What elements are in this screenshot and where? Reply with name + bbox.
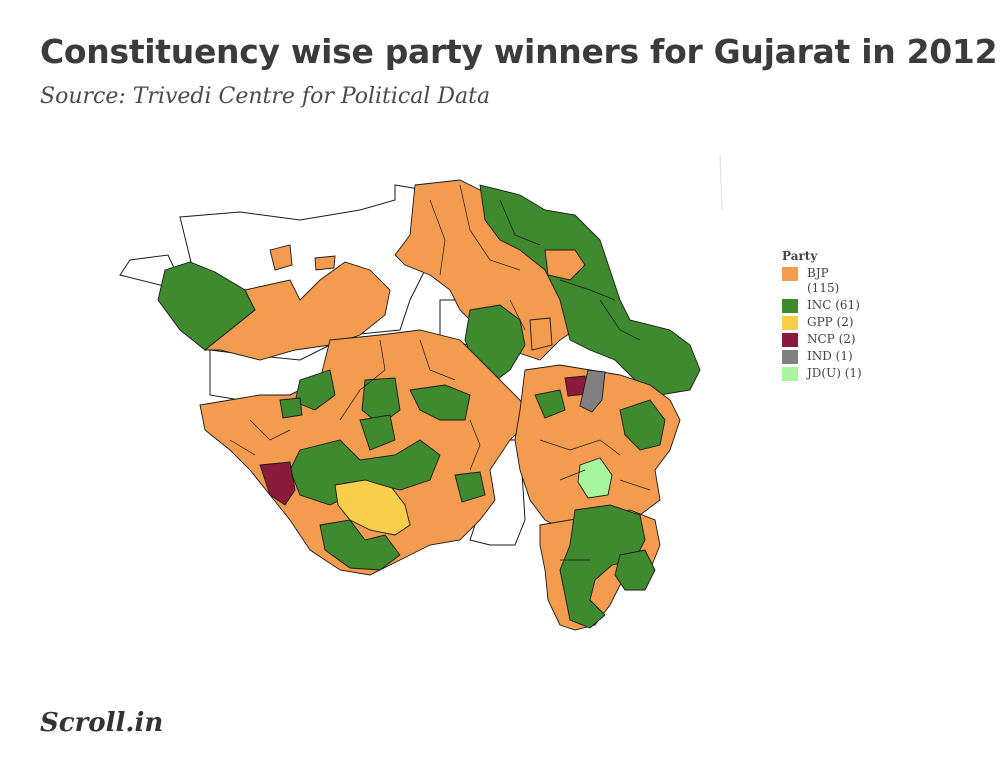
legend-label: BJP (115) bbox=[807, 266, 840, 295]
legend-item[interactable]: INC (61) bbox=[782, 298, 863, 313]
legend-title: Party bbox=[782, 249, 818, 263]
legend-swatch bbox=[782, 299, 798, 313]
map-legend: Party BJP (115) INC (61) GPP (2) NCP (2) IND… bbox=[782, 249, 863, 383]
region-inc-saurashtra-5 bbox=[359, 414, 396, 451]
legend-item[interactable]: IND (1) bbox=[782, 349, 863, 364]
region-ncp-porbandar bbox=[259, 461, 296, 506]
region-bjp-north-pocket bbox=[544, 249, 586, 281]
region-inc-jamnagar bbox=[279, 397, 303, 419]
legend-swatch bbox=[782, 333, 798, 347]
region-gpp bbox=[334, 479, 411, 536]
chart-subtitle: Source: Trivedi Centre for Political Dat… bbox=[40, 84, 491, 109]
legend-label: GPP (2) bbox=[807, 315, 854, 329]
legend-item[interactable]: NCP (2) bbox=[782, 332, 863, 347]
region-bjp-kutch bbox=[203, 261, 391, 361]
legend-label: JD(U) (1) bbox=[807, 366, 862, 380]
legend-item[interactable]: JD(U) (1) bbox=[782, 366, 863, 381]
region-inc-central-1 bbox=[534, 389, 566, 419]
region-jdu bbox=[577, 457, 613, 499]
legend-label: IND (1) bbox=[807, 349, 853, 363]
legend-item[interactable]: BJP (115) bbox=[782, 266, 863, 296]
region-inc-dang bbox=[614, 549, 656, 591]
legend-swatch bbox=[782, 316, 798, 330]
legend-item[interactable]: GPP (2) bbox=[782, 315, 863, 330]
region-inc-central-east bbox=[619, 399, 666, 451]
legend-swatch bbox=[782, 367, 798, 381]
region-ind bbox=[579, 369, 606, 413]
region-bjp-kutch-small bbox=[314, 255, 336, 271]
scroll-logo: Scroll.in bbox=[40, 708, 164, 738]
region-inc-saurashtra-3 bbox=[409, 384, 471, 421]
legend-label: NCP (2) bbox=[807, 332, 856, 346]
region-bjp-kutch-north bbox=[269, 244, 293, 271]
region-inc-saurashtra-4 bbox=[289, 439, 441, 506]
legend-label: INC (61) bbox=[807, 298, 860, 312]
divider-line bbox=[719, 154, 723, 211]
region-inc-saurashtra-south bbox=[319, 519, 401, 571]
legend-swatch bbox=[782, 267, 798, 281]
boundary-lines bbox=[229, 184, 651, 561]
region-bjp-ahmedabad bbox=[529, 317, 553, 351]
region-inc-saurashtra-6 bbox=[454, 471, 486, 503]
chart-title: Constituency wise party winners for Guja… bbox=[40, 32, 998, 71]
legend-swatch bbox=[782, 350, 798, 364]
region-inc-south bbox=[559, 504, 646, 629]
